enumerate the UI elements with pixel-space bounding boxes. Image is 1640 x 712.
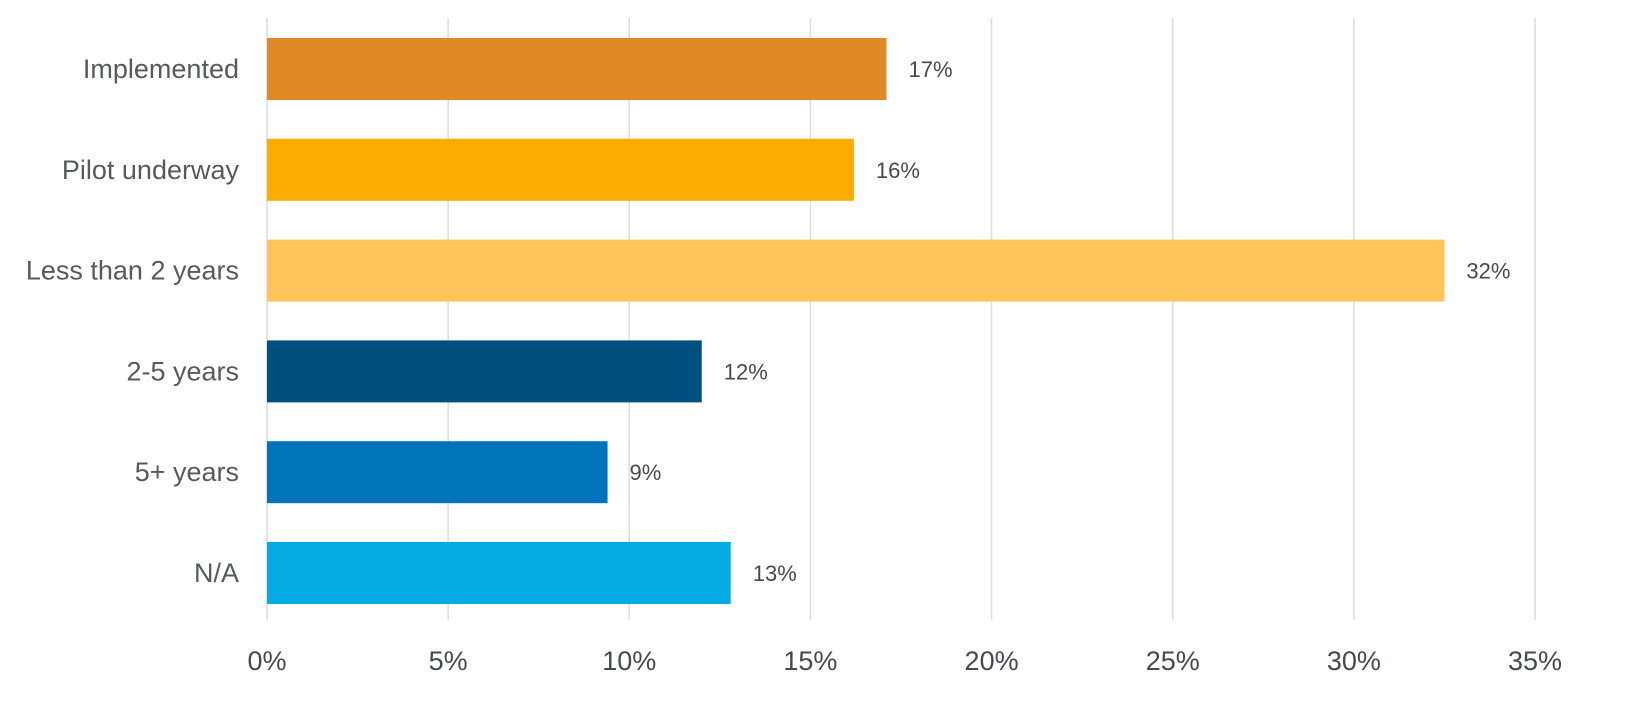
data-label: 16% [876,158,920,183]
x-tick-label: 10% [602,646,656,676]
bar [267,38,887,100]
category-label: Pilot underway [62,155,240,185]
x-tick-label: 25% [1146,646,1200,676]
x-tick-label: 30% [1327,646,1381,676]
data-labels: 17% 16% 32% 12% 9% 13% [630,57,1511,586]
x-tick-label: 0% [247,646,286,676]
bar [267,239,1445,302]
bar [267,441,608,504]
x-tick-label: 15% [783,646,837,676]
category-labels: Implemented Pilot underway Less than 2 yea… [26,54,240,588]
data-label: 13% [753,561,797,586]
bar [267,542,731,604]
bars [267,38,1445,604]
data-label: 12% [724,359,768,384]
category-label: Less than 2 years [26,256,239,286]
x-axis-tick-labels: 0% 5% 10% 15% 20% 25% 30% 35% [247,646,1562,676]
category-label: Implemented [83,54,239,84]
data-label: 32% [1466,259,1510,284]
gridlines [266,18,1536,620]
x-tick-label: 20% [965,646,1019,676]
x-tick-label: 5% [429,646,468,676]
category-label: 2-5 years [126,356,239,386]
x-tick-label: 35% [1508,646,1562,676]
bar [267,138,854,201]
category-label: N/A [194,558,239,588]
category-label: 5+ years [135,457,239,487]
data-label: 17% [909,57,953,82]
data-label: 9% [630,460,662,485]
bar [267,340,702,403]
